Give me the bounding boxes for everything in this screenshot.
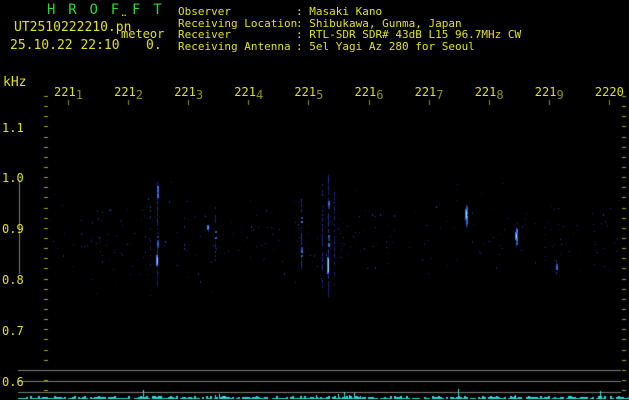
x-label-main: 221 [174,85,196,99]
info-value: : Shibukawa, Gunma, Japan [296,16,462,30]
filename-label: UT2510222210.pn [14,20,132,35]
x-label-last-digit: 4 [255,88,264,102]
x-label-last-digit: 7 [436,88,444,102]
y-axis-label: 0.8 [2,273,24,287]
x-axis-label: 2211 [54,85,83,102]
x-label-main: 221 [114,85,136,99]
x-axis-label: 2214 [234,85,264,102]
x-label-main: 221 [54,85,76,99]
x-axis-label: 2215 [294,85,324,102]
x-axis-label: 2213 [174,85,204,102]
info-value: : Masaki Kano [296,5,383,18]
y-axis-label: 0.7 [2,324,24,338]
x-label-main: 221 [354,85,377,99]
y-axis-label: 1.1 [2,121,24,135]
x-axis-label: 2217 [414,85,444,102]
info-label: Observer [178,5,231,18]
info-label: Receiving Antenna [178,39,291,53]
info-value: : RTL-SDR SDR# 43dB L15 96.7MHz CW [296,28,522,41]
x-label-last-digit: 9 [556,88,564,102]
x-axis-label: 2216 [354,85,384,102]
y-axis-label: 0.6 [2,375,24,389]
info-label: Receiver [178,28,231,41]
x-label-last-digit: 2 [135,88,144,102]
meteor-count: 0. [146,38,162,53]
y-axis-label: 1.0 [2,171,24,185]
datetime-label: 25.10.22 22:10 [10,38,120,53]
x-label-last-digit: 1 [75,88,83,102]
meteor-mode-label: meteor [121,27,165,41]
x-label-main: 221 [414,85,437,99]
x-axis-label: 2220 [594,85,624,99]
x-label-last-digit: 5 [316,88,324,102]
app-title: H R O F F T [47,2,164,18]
info-label: Receiving Location [178,16,298,30]
x-label-main: 221 [534,85,557,99]
x-label-main: 221 [474,85,497,99]
filename-clipped-char: ¨ [120,14,128,29]
y-axis-unit-label: kHz [3,75,27,90]
info-value: : 5el Yagi Az 280 for Seoul [296,39,475,53]
y-axis-label: 0.9 [2,222,24,236]
x-label-last-digit: 8 [496,88,504,102]
x-axis-label: 2219 [534,85,564,102]
x-axis-label: 2218 [474,85,504,102]
x-label-last-digit: 6 [376,88,384,102]
x-label-main: 221 [234,85,256,99]
x-label-main: 221 [294,85,317,99]
x-label-last-digit: 3 [195,88,204,102]
x-axis-label: 2212 [114,85,144,102]
